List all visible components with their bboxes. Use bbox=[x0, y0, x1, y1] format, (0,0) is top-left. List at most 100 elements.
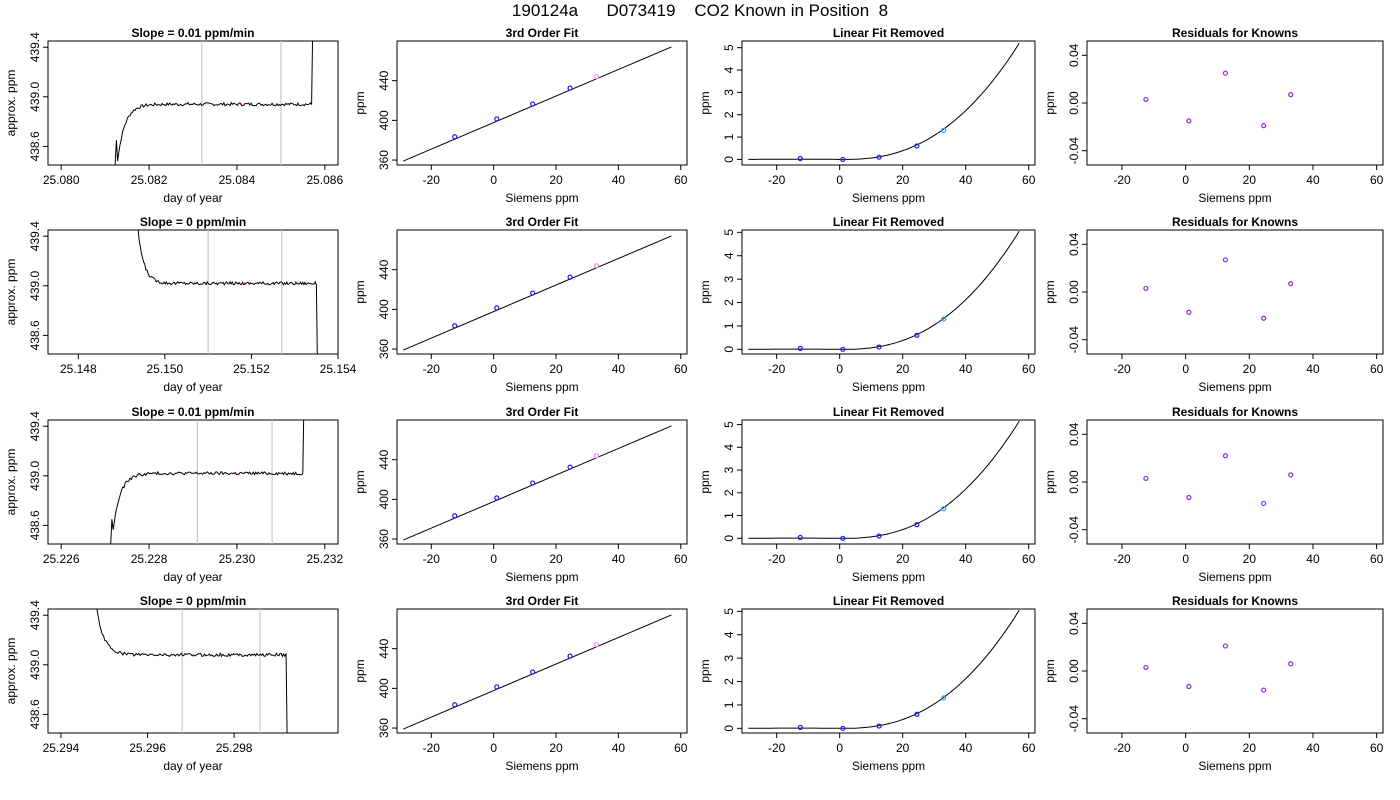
x-axis-label: Siemens ppm bbox=[505, 191, 578, 205]
y-tick-label: 438.6 bbox=[28, 510, 42, 540]
data-point bbox=[452, 513, 458, 519]
x-tick-label: 60 bbox=[1022, 362, 1036, 376]
panel-title: Slope = 0 ppm/min bbox=[140, 594, 246, 608]
y-axis-label: ppm bbox=[698, 470, 712, 493]
data-point bbox=[593, 453, 600, 459]
data-point bbox=[941, 316, 947, 322]
data-point bbox=[1143, 664, 1149, 671]
chart-1-4: Residuals for Knowns -20 0 20 40 60 -0.04 0.00 0… bbox=[1043, 26, 1384, 205]
x-tick-label: 60 bbox=[1370, 173, 1384, 187]
data-point bbox=[593, 263, 600, 269]
data-point bbox=[593, 74, 600, 80]
x-tick-label: 20 bbox=[549, 173, 563, 187]
panel-title: Linear Fit Removed bbox=[833, 215, 944, 229]
y-tick-label: 0.00 bbox=[1067, 280, 1081, 304]
x-tick-label: 40 bbox=[959, 552, 973, 566]
x-tick-label: 20 bbox=[1243, 362, 1257, 376]
y-tick-label: -0.04 bbox=[1067, 326, 1081, 354]
y-tick-label: 400 bbox=[377, 110, 391, 130]
y-tick-label: 0.04 bbox=[1067, 232, 1081, 256]
x-tick-label: 60 bbox=[1022, 741, 1036, 755]
data-point bbox=[494, 495, 500, 501]
y-axis-label: approx. ppm bbox=[4, 638, 18, 705]
x-tick-label: -20 bbox=[768, 741, 786, 755]
y-axis-label: approx. ppm bbox=[4, 70, 18, 137]
y-tick-label: 2 bbox=[722, 678, 736, 685]
plot-frame bbox=[1086, 229, 1384, 355]
plot-frame bbox=[47, 608, 339, 734]
data-point bbox=[876, 154, 882, 160]
panel-title: Residuals for Knowns bbox=[1172, 215, 1298, 229]
y-tick-label: 5 bbox=[722, 608, 736, 615]
data-point bbox=[452, 702, 458, 708]
plot-area bbox=[110, 420, 305, 544]
plot-frame bbox=[741, 419, 1036, 545]
data-point bbox=[1261, 687, 1267, 693]
data-point bbox=[1288, 281, 1294, 287]
x-tick-label: 0 bbox=[1182, 741, 1189, 755]
x-tick-label: 20 bbox=[1243, 741, 1257, 755]
plot-frame bbox=[1086, 608, 1384, 734]
x-tick-label: -20 bbox=[423, 552, 441, 566]
data-point bbox=[567, 274, 573, 280]
data-point bbox=[914, 711, 920, 717]
y-axis-label: ppm bbox=[353, 91, 367, 114]
x-tick-label: 25.084 bbox=[219, 173, 256, 187]
data-point bbox=[876, 723, 882, 729]
fit-curve bbox=[748, 609, 1020, 729]
x-axis-label: Siemens ppm bbox=[505, 570, 578, 584]
y-axis-label: ppm bbox=[353, 470, 367, 493]
y-tick-label: 439.0 bbox=[28, 81, 42, 111]
x-tick-label: 0 bbox=[836, 552, 843, 566]
x-tick-label: 25.150 bbox=[147, 362, 184, 376]
plot-frame bbox=[396, 229, 688, 355]
plot-area bbox=[403, 614, 672, 730]
panel-title: 3rd Order Fit bbox=[506, 26, 579, 40]
x-axis-label: Siemens ppm bbox=[505, 380, 578, 394]
data-point bbox=[1288, 92, 1294, 98]
panel-title: Residuals for Knowns bbox=[1172, 594, 1298, 608]
y-tick-label: 400 bbox=[377, 299, 391, 319]
plot-frame bbox=[47, 229, 339, 355]
panel-title: Linear Fit Removed bbox=[833, 405, 944, 419]
fit-curve bbox=[748, 42, 1020, 160]
data-point bbox=[941, 127, 947, 133]
y-tick-label: 0.00 bbox=[1067, 659, 1081, 683]
data-point bbox=[840, 725, 846, 731]
y-tick-label: 3 bbox=[722, 275, 736, 282]
x-tick-label: 0 bbox=[1182, 362, 1189, 376]
x-tick-label: 20 bbox=[1243, 552, 1257, 566]
data-point bbox=[1186, 683, 1192, 690]
plot-frame bbox=[396, 40, 688, 166]
y-axis-label: ppm bbox=[1043, 91, 1057, 114]
x-tick-label: -20 bbox=[1113, 552, 1131, 566]
plot-area bbox=[748, 609, 1020, 731]
y-tick-label: 4 bbox=[722, 252, 736, 259]
y-tick-label: 360 bbox=[377, 529, 391, 549]
panel-title: 3rd Order Fit bbox=[506, 215, 579, 229]
y-tick-label: -0.04 bbox=[1067, 705, 1081, 733]
x-tick-label: 25.296 bbox=[129, 741, 166, 755]
x-tick-label: 20 bbox=[896, 362, 910, 376]
x-tick-label: 25.226 bbox=[43, 552, 80, 566]
x-axis-label: Siemens ppm bbox=[852, 759, 925, 773]
x-tick-label: 40 bbox=[959, 362, 973, 376]
data-point bbox=[530, 480, 536, 486]
y-tick-label: 5 bbox=[722, 229, 736, 236]
data-point bbox=[914, 522, 920, 528]
y-tick-label: 439.4 bbox=[28, 32, 42, 62]
x-tick-label: 40 bbox=[612, 362, 626, 376]
data-point bbox=[840, 156, 846, 163]
y-tick-label: 360 bbox=[377, 718, 391, 738]
x-tick-label: -20 bbox=[423, 362, 441, 376]
mean-marker bbox=[233, 472, 236, 475]
data-point bbox=[593, 642, 600, 648]
data-point bbox=[1143, 285, 1149, 292]
x-tick-label: 20 bbox=[549, 362, 563, 376]
plot-frame bbox=[1086, 419, 1384, 545]
plot-area bbox=[1143, 643, 1294, 693]
y-tick-label: 3 bbox=[722, 654, 736, 661]
panel-title: 3rd Order Fit bbox=[506, 594, 579, 608]
chart-4-2: 3rd Order Fit -20 0 20 40 60 360 400 440 Siemens … bbox=[353, 594, 688, 773]
